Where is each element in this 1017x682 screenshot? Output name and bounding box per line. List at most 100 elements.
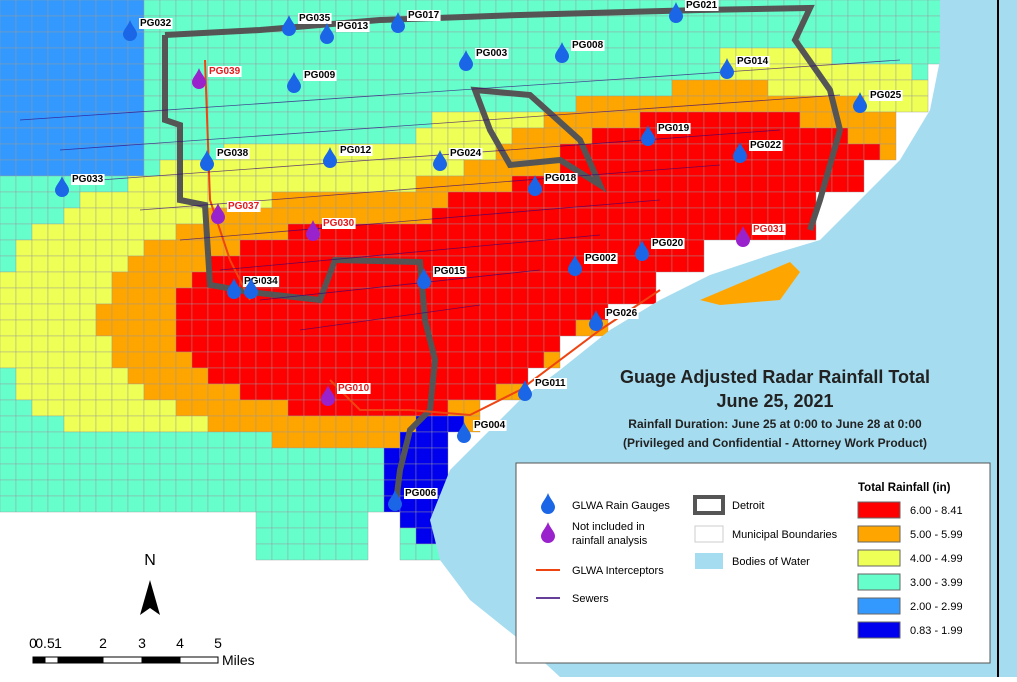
grid-cell xyxy=(79,47,97,65)
grid-cell xyxy=(415,367,433,385)
grid-cell xyxy=(351,351,369,369)
grid-cell xyxy=(511,47,529,65)
grid-cell xyxy=(0,191,17,209)
grid-cell xyxy=(271,319,289,337)
grid-cell xyxy=(31,31,49,49)
gauge-label: PG026 xyxy=(606,308,638,319)
grid-cell xyxy=(303,111,321,129)
grid-cell xyxy=(351,0,369,17)
grid-cell xyxy=(47,415,65,433)
grid-cell xyxy=(783,159,801,177)
grid-cell xyxy=(351,399,369,417)
grid-cell xyxy=(815,31,833,49)
grid-cell xyxy=(351,495,369,513)
grid-cell xyxy=(303,463,321,481)
grid-cell xyxy=(175,223,193,241)
grid-cell xyxy=(159,239,177,257)
gauge-icon xyxy=(541,493,555,514)
grid-cell xyxy=(735,191,753,209)
grid-cell xyxy=(671,255,689,273)
grid-cell xyxy=(255,47,273,65)
grid-cell xyxy=(415,191,433,209)
scale-segment xyxy=(141,656,181,664)
grid-cell xyxy=(95,303,113,321)
gauge-label: PG015 xyxy=(434,266,466,277)
gauge-icon xyxy=(589,310,603,331)
gauge-icon xyxy=(433,150,447,171)
grid-cell xyxy=(383,351,401,369)
grid-cell xyxy=(639,191,657,209)
legend-detroit-swatch xyxy=(693,495,725,515)
grid-cell xyxy=(463,191,481,209)
grid-cell xyxy=(335,31,353,49)
grid-cell xyxy=(239,111,257,129)
grid-cell xyxy=(255,447,273,465)
grid-cell xyxy=(303,47,321,65)
grid-cell xyxy=(879,143,897,161)
grid-cell xyxy=(63,399,81,417)
grid-cell xyxy=(47,495,65,513)
grid-cell xyxy=(95,447,113,465)
grid-cell xyxy=(95,415,113,433)
grid-cell xyxy=(111,351,129,369)
grid-cell xyxy=(719,111,737,129)
gauge-label: PG008 xyxy=(572,40,604,51)
grid-cell xyxy=(0,319,17,337)
grid-cell xyxy=(111,191,129,209)
grid-cell xyxy=(127,191,145,209)
grid-cell xyxy=(287,47,305,65)
grid-cell xyxy=(207,367,225,385)
grid-cell xyxy=(607,287,625,305)
grid-cell xyxy=(847,159,865,177)
grid-cell xyxy=(431,63,449,81)
grid-cell xyxy=(543,335,561,353)
grid-cell xyxy=(319,415,337,433)
grid-cell xyxy=(479,287,497,305)
gauge-icon xyxy=(55,176,69,197)
grid-cell xyxy=(79,143,97,161)
grid-cell xyxy=(303,175,321,193)
grid-cell xyxy=(367,47,385,65)
grid-cell xyxy=(159,383,177,401)
grid-cell xyxy=(127,495,145,513)
grid-cell xyxy=(719,175,737,193)
scale-label: 2 xyxy=(99,635,107,651)
gauge-icon xyxy=(192,68,206,89)
grid-cell xyxy=(559,239,577,257)
grid-cell xyxy=(95,47,113,65)
grid-cell xyxy=(175,47,193,65)
grid-cell xyxy=(383,367,401,385)
grid-cell xyxy=(127,351,145,369)
gauge: 034 xyxy=(244,276,280,299)
gauge-icon xyxy=(321,385,335,406)
gauge-label-bg xyxy=(322,218,356,229)
grid-cell xyxy=(159,351,177,369)
grid-cell xyxy=(31,207,49,225)
grid-cell xyxy=(623,143,641,161)
grid-cell xyxy=(319,303,337,321)
grid-cell xyxy=(527,63,545,81)
grid-cell xyxy=(175,383,193,401)
grid-cell xyxy=(79,383,97,401)
gauge-label-bg xyxy=(260,276,280,287)
grid-cell xyxy=(127,431,145,449)
grid-cell xyxy=(719,79,737,97)
grid-cell xyxy=(31,447,49,465)
grid-cell xyxy=(95,271,113,289)
grid-cell xyxy=(879,111,897,129)
grid-cell xyxy=(511,111,529,129)
legend-swatch xyxy=(857,525,901,543)
grid-cell xyxy=(303,415,321,433)
grid-cell xyxy=(31,63,49,81)
grid-cell xyxy=(31,335,49,353)
grid-cell xyxy=(383,415,401,433)
grid-cell xyxy=(687,15,705,33)
grid-cell xyxy=(111,335,129,353)
grid-cell xyxy=(335,79,353,97)
grid-cell xyxy=(31,79,49,97)
grid-cell xyxy=(495,335,513,353)
grid-cell xyxy=(127,79,145,97)
grid-cell xyxy=(223,319,241,337)
grid-cell xyxy=(575,223,593,241)
grid-cell xyxy=(303,127,321,145)
